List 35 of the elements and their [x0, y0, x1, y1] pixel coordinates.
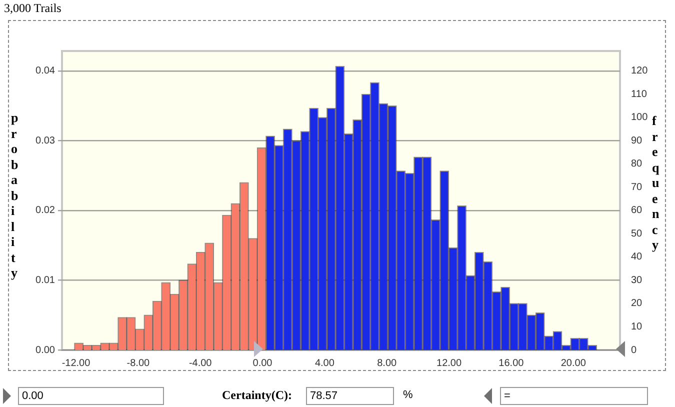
x-tick-label: 20.00	[560, 358, 586, 369]
text: frequency	[652, 113, 660, 252]
text: =	[500, 387, 648, 405]
text: 78.57	[306, 387, 394, 405]
x-tick-label: -8.00	[126, 358, 150, 369]
chart-title: 3,000 Trails	[4, 1, 62, 16]
y2-tick-label: 70	[631, 182, 643, 193]
text: probability	[11, 110, 18, 280]
y2-tick-label: 10	[631, 322, 643, 332]
x-tick-label: -12.00	[62, 358, 91, 369]
y2-tick-label: 30	[631, 275, 643, 286]
y2-tick-label: 90	[631, 135, 643, 146]
y2-tick-label: 60	[631, 205, 643, 216]
y-tick-label: 0.00	[36, 344, 56, 356]
x-tick-label: 0.00	[252, 358, 273, 369]
y2-tick-label: 20	[631, 298, 643, 310]
y2-tick-label: 80	[631, 158, 643, 170]
x-tick-label: 8.00	[377, 358, 398, 369]
text: Certainty(C):	[222, 388, 292, 403]
y2-tick-label: 110	[631, 88, 648, 100]
y2-tick-label: 120	[631, 66, 648, 77]
y2-tick-label: 50	[631, 228, 643, 240]
y2-tick-label: 40	[631, 252, 643, 263]
y-tick-label: 0.01	[36, 274, 56, 286]
text: %	[403, 389, 413, 401]
x-tick-label: -4.00	[188, 358, 212, 369]
x-tick-label: 16.00	[498, 358, 524, 369]
y-tick-label: 0.04	[36, 66, 56, 77]
y2-tick-label: 0	[631, 344, 637, 356]
y-tick-label: 0.03	[36, 135, 56, 146]
x-tick-label: 4.00	[314, 358, 335, 369]
text: 0.00	[18, 387, 164, 405]
y-tick-label: 0.02	[36, 205, 56, 216]
x-tick-label: 12.00	[436, 358, 462, 369]
y2-tick-label: 100	[631, 112, 648, 124]
